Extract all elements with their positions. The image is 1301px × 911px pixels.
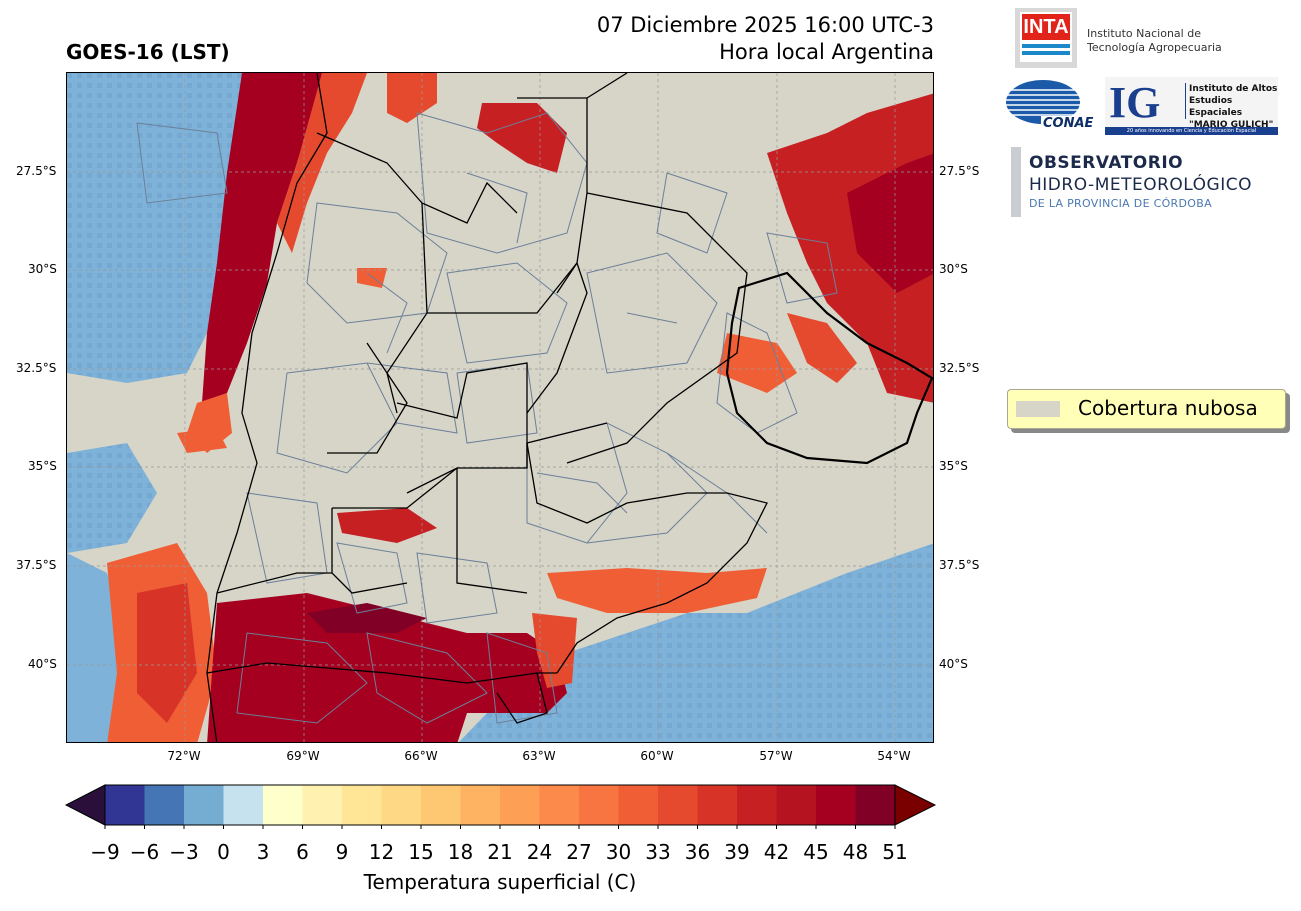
lat-tick-right: 32.5°S [939,361,980,375]
colorbar-segment [658,785,698,825]
colorbar-tick-label: 0 [217,840,230,864]
lon-tick: 69°W [286,749,320,763]
colorbar-tick-label: 15 [408,840,434,864]
colorbar-tick-label: 42 [763,840,790,864]
cloud-swatch [1016,401,1060,417]
lat-tick-left: 37.5°S [16,558,57,572]
lat-tick-left: 40°S [28,657,57,671]
colorbar-segment [618,785,659,825]
hot-zone-patagonia [207,593,567,742]
temperature-map [66,72,934,743]
colorbar-segment [421,785,461,825]
colorbar-segment [697,785,738,825]
hot-zone-salta [477,103,567,173]
colorbar-segment [302,785,343,825]
colorbar-segment [500,785,540,825]
timestamp-title: 07 Diciembre 2025 16:00 UTC-3 Hora local… [540,12,934,66]
colorbar-tick-label: 24 [526,840,553,864]
colorbar-tick-label: 39 [724,840,750,864]
ig-name-line: Estudios Espaciales [1189,96,1243,118]
observatorio-bar [1011,147,1021,217]
ig-name-line: "MARIO GULICH" [1189,120,1274,130]
lat-tick-right: 27.5°S [939,164,980,178]
province-borders [206,73,768,742]
colorbar-tick-label: 33 [645,840,671,864]
hot-zone-andes-north [202,73,322,403]
colorbar-tick-label: 12 [368,840,395,864]
lon-tick: 66°W [404,749,438,763]
hot-zone-buenos-aires-coast [547,568,767,613]
cloud-legend: Cobertura nubosa [1007,389,1286,429]
colorbar-segment [223,785,264,825]
lon-tick: 54°W [877,749,911,763]
ig-tagline: 20 años innovando en Ciencia y Educación… [1105,127,1278,135]
ig-logo: IG Instituto de Altos Estudios Espaciale… [1105,77,1278,135]
inta-logo: INTA [1015,8,1077,68]
observatorio-title: OBSERVATORIO [1029,153,1184,173]
colorbar-segment [263,785,303,825]
colorbar-segment [855,785,896,825]
colorbar-segment [539,785,580,825]
lat-tick-left: 35°S [28,459,57,473]
colorbar-tick-label: −9 [90,840,120,864]
colorbar-over-arrow [894,784,937,826]
colorbar-segment [737,785,777,825]
colorbar-tick-label: 3 [256,840,270,864]
colorbar-tick-label: 9 [335,840,349,864]
colorbar-segment [460,785,501,825]
pacific-ocean-clear [67,73,247,383]
conae-mark: CONAE [1041,116,1096,131]
colorbar-tick-label: 27 [566,840,592,864]
lon-tick: 57°W [759,749,793,763]
lon-tick: 60°W [640,749,674,763]
colorbar-segment [342,785,382,825]
observatorio-province: DE LA PROVINCIA DE CÓRDOBA [1029,197,1212,210]
colorbar-segment [816,785,856,825]
map-canvas [67,73,933,742]
map-title: GOES-16 (LST) [66,40,230,64]
conae-logo: CONAE [1005,80,1096,132]
colorbar-segment [144,785,185,825]
colorbar-tick-label: 30 [605,840,632,864]
lat-tick-right: 37.5°S [939,558,980,572]
colorbar [64,784,937,829]
lat-tick-left: 32.5°S [16,361,57,375]
ig-mark: IG [1109,78,1161,127]
colorbar-segment [105,785,145,825]
colorbar-tick-label: −6 [129,840,160,864]
colorbar-tick-label: −3 [169,840,199,864]
ig-name-line: Instituto de Altos [1189,84,1278,94]
colorbar-tick-label: 6 [296,840,309,864]
inta-mark: INTA [1022,14,1070,40]
department-borders [136,112,838,724]
timestamp-line: 07 Diciembre 2025 16:00 UTC-3 [596,13,934,37]
lat-tick-left: 30°S [28,262,57,276]
colorbar-segment [184,785,224,825]
colorbar-segment [381,785,422,825]
inta-name-line: Tecnología Agropecuaria [1087,41,1222,54]
inta-name: Instituto Nacional de Tecnología Agropec… [1087,27,1222,55]
colorbar-tick-label: 36 [684,840,711,864]
colorbar-under-arrow [64,784,106,826]
colorbar-tick-label: 18 [447,840,474,864]
colorbar-segment [579,785,619,825]
uruguay-border [725,271,933,465]
observatorio-subtitle: HIDRO-METEOROLÓGICO [1029,175,1252,195]
colorbar-tick-label: 21 [487,840,513,864]
colorbar-tick-label: 48 [842,840,869,864]
graticule [67,73,933,742]
colorbar-tick-label: 45 [803,840,829,864]
colorbar-title: Temperatura superficial (C) [363,870,637,894]
inta-name-line: Instituto Nacional de [1087,27,1201,40]
lat-tick-right: 35°S [939,459,968,473]
lon-tick: 63°W [522,749,556,763]
colorbar-tick-label: 51 [882,840,908,864]
lat-tick-right: 30°S [939,262,968,276]
lon-tick: 72°W [167,749,201,763]
lat-tick-right: 40°S [939,657,968,671]
timezone-line: Hora local Argentina [719,40,934,64]
colorbar-segment [776,785,817,825]
lat-tick-left: 27.5°S [16,164,57,178]
cloud-legend-label: Cobertura nubosa [1078,396,1258,420]
